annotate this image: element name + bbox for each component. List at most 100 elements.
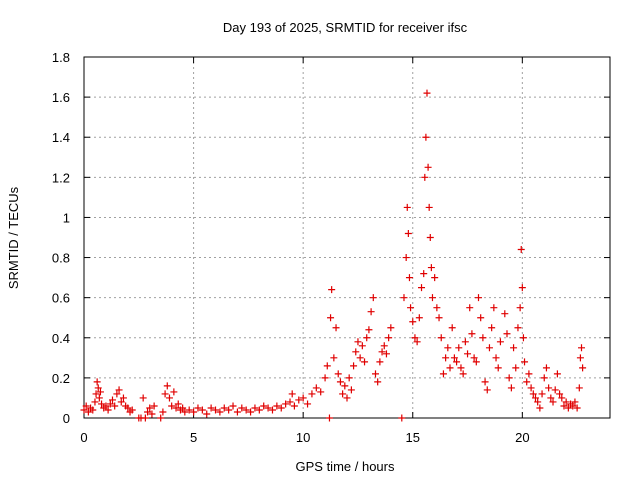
data-point-8 [94, 384, 102, 392]
data-point-189 [556, 390, 564, 398]
data-point-19 [115, 386, 123, 394]
data-point-78 [321, 374, 329, 382]
data-point-122 [420, 270, 428, 278]
y-tick-label-4: 0.8 [52, 251, 70, 266]
data-point-82 [328, 286, 336, 294]
data-point-89 [343, 394, 351, 402]
data-point-38 [165, 394, 173, 402]
data-point-129 [427, 264, 435, 272]
y-tick-label-1: 0.2 [52, 371, 70, 386]
data-point-49 [198, 406, 206, 414]
data-point-28 [139, 394, 147, 402]
data-point-35 [159, 408, 167, 416]
data-point-174 [523, 378, 531, 386]
data-point-168 [514, 324, 522, 332]
data-point-62 [255, 406, 263, 414]
data-point-102 [371, 370, 379, 378]
data-point-125 [423, 89, 431, 97]
data-point-84 [332, 324, 340, 332]
data-point-21 [119, 394, 127, 402]
data-point-164 [505, 374, 513, 382]
data-point-11 [98, 400, 106, 408]
data-point-92 [350, 362, 358, 370]
tick-labels: 0 5 10 15 20 0 0.2 0.4 0.6 0.8 1 1.2 1.4 1.6 1.8 [52, 50, 530, 445]
data-point-179 [534, 398, 542, 406]
data-point-147 [466, 304, 474, 312]
data-point-161 [496, 338, 504, 346]
data-point-192 [562, 398, 570, 406]
data-point-67 [277, 404, 285, 412]
data-point-53 [216, 408, 224, 416]
data-point-186 [549, 398, 557, 406]
data-point-175 [525, 370, 533, 378]
data-point-105 [378, 348, 386, 356]
data-point-54 [220, 404, 228, 412]
data-point-115 [405, 274, 413, 282]
data-point-169 [516, 304, 524, 312]
data-point-55 [225, 406, 233, 414]
data-point-173 [521, 358, 529, 366]
data-point-0 [80, 406, 88, 414]
data-point-57 [233, 408, 241, 416]
data-point-58 [238, 404, 246, 412]
data-point-126 [424, 163, 432, 171]
data-point-47 [190, 408, 198, 416]
data-point-9 [95, 394, 103, 402]
data-point-69 [286, 398, 294, 406]
data-point-132 [433, 304, 441, 312]
data-point-103 [374, 378, 382, 386]
data-point-127 [425, 203, 433, 211]
data-point-88 [341, 382, 349, 390]
data-point-118 [411, 334, 419, 342]
data-point-143 [457, 364, 465, 372]
data-point-172 [519, 334, 527, 342]
data-point-6 [92, 390, 100, 398]
data-point-7 [93, 378, 101, 386]
x-tick-label-4: 20 [515, 430, 529, 445]
data-point-183 [542, 364, 550, 372]
data-point-154 [481, 378, 489, 386]
data-point-4 [89, 406, 97, 414]
data-point-75 [308, 390, 316, 398]
data-point-123 [421, 173, 429, 181]
data-point-93 [352, 348, 360, 356]
data-point-158 [490, 304, 498, 312]
data-point-30 [144, 408, 152, 416]
data-point-95 [356, 354, 364, 362]
axes [83, 56, 611, 419]
data-point-65 [268, 406, 276, 414]
x-axis-label: GPS time / hours [296, 459, 395, 474]
data-point-119 [413, 338, 421, 346]
data-point-195 [569, 402, 577, 410]
y-tick-label-5: 1 [63, 210, 70, 225]
data-point-94 [354, 338, 362, 346]
data-point-50 [203, 410, 211, 418]
data-point-156 [485, 344, 493, 352]
data-point-40 [170, 388, 178, 396]
data-point-72 [295, 396, 303, 404]
data-point-5 [91, 398, 99, 406]
data-point-16 [108, 396, 116, 404]
data-point-198 [575, 384, 583, 392]
data-point-153 [479, 334, 487, 342]
grid-lines [84, 57, 610, 418]
data-point-44 [179, 404, 187, 412]
data-point-112 [402, 254, 410, 262]
data-point-177 [529, 390, 537, 398]
data-point-163 [503, 330, 511, 338]
data-point-1 [82, 402, 90, 410]
data-point-128 [426, 234, 434, 241]
y-tick-label-7: 1.4 [52, 130, 70, 145]
data-point-71 [290, 402, 298, 410]
data-point-109 [387, 324, 395, 332]
data-point-145 [461, 338, 469, 346]
data-point-130 [428, 294, 436, 302]
data-point-171 [518, 284, 526, 292]
data-point-155 [483, 386, 491, 394]
data-point-45 [181, 408, 189, 416]
data-point-98 [363, 334, 371, 342]
data-point-196 [571, 398, 579, 406]
data-point-199 [576, 354, 584, 362]
y-tick-label-9: 1.8 [52, 50, 70, 65]
